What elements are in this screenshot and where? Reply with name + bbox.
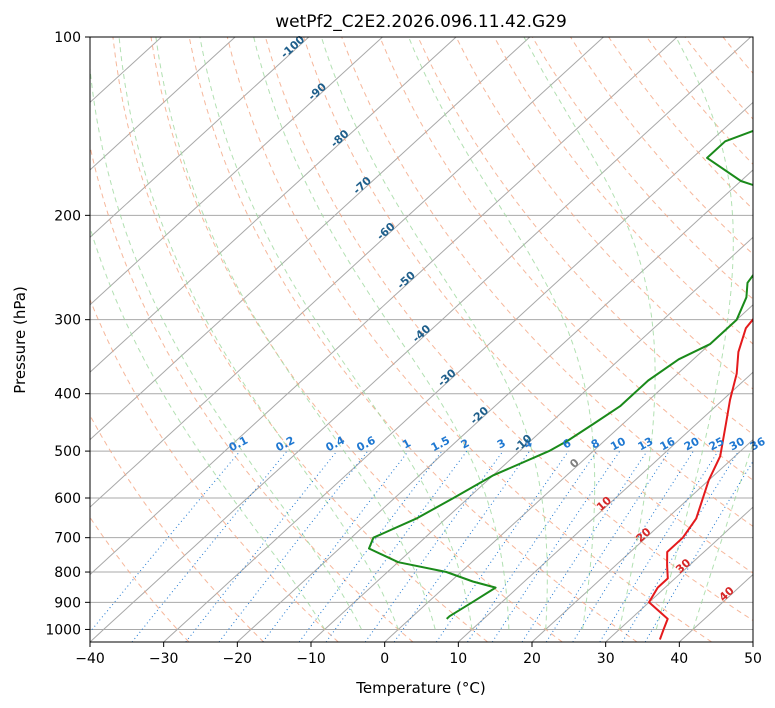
dry-adiabat-line xyxy=(493,37,753,345)
mixing-ratio-label: 10 xyxy=(608,435,628,454)
x-tick-label: 10 xyxy=(449,651,467,667)
x-tick-label: 30 xyxy=(597,651,615,667)
y-tick-label: 900 xyxy=(54,595,81,611)
isotherm-line xyxy=(90,37,457,373)
isotherm-line xyxy=(752,641,753,642)
moist-adiabat-line xyxy=(90,225,326,630)
dry-adiabat-line xyxy=(90,414,264,642)
mixing-ratio-line xyxy=(545,450,670,642)
y-tick-label: 100 xyxy=(54,30,81,46)
moist-adiabat-line xyxy=(199,37,473,630)
mixing-ratio-label: 30 xyxy=(727,435,747,454)
mixing-ratio-line xyxy=(131,450,288,642)
dewpoint-line xyxy=(368,129,753,620)
y-tick-label: 400 xyxy=(54,387,81,403)
temperature-line xyxy=(648,317,753,640)
isotherm-line xyxy=(90,37,383,306)
series-layer xyxy=(368,129,753,640)
mixing-ratio-line xyxy=(467,450,598,642)
dry-adiabat-line xyxy=(90,516,190,642)
dry-adiabat-line xyxy=(264,37,753,622)
isotherm-line xyxy=(90,37,604,508)
mixing-ratio-line xyxy=(521,450,648,642)
x-tick-label: 0 xyxy=(380,651,389,667)
isotherm-line xyxy=(90,37,678,576)
dry-adiabat-line xyxy=(90,143,414,642)
moist-adiabat-line xyxy=(408,37,596,630)
mixing-ratio-line xyxy=(491,450,621,642)
dry-adiabat-line xyxy=(455,37,753,390)
isotherm-line xyxy=(678,573,753,642)
isotherm-line xyxy=(457,371,753,642)
mixing-ratio-label: 20 xyxy=(682,435,702,454)
dry-adiabat-line xyxy=(188,37,638,642)
mixing-ratio-line xyxy=(364,450,504,642)
mixing-ratio-line xyxy=(393,450,531,642)
y-tick-label: 600 xyxy=(54,491,81,507)
chart-title: wetPf2_C2E2.2026.096.11.42.G29 xyxy=(275,12,567,32)
mixing-ratio-line xyxy=(325,450,468,642)
moist-adiabat-line xyxy=(155,37,436,630)
x-tick-label: 50 xyxy=(744,651,762,667)
x-tick-label: −20 xyxy=(223,651,253,667)
moist-adiabat-line xyxy=(118,37,399,630)
mixing-ratio-line xyxy=(298,450,443,642)
x-tick-label: −30 xyxy=(149,651,179,667)
x-tick-label: 20 xyxy=(523,651,541,667)
dry-adiabat-line xyxy=(90,298,339,642)
y-tick-label: 500 xyxy=(54,444,81,460)
y-tick-label: 800 xyxy=(54,565,81,581)
moist-adiabat-line xyxy=(90,63,362,630)
x-axis-title: Temperature (°C) xyxy=(355,679,485,697)
x-tick-label: 40 xyxy=(670,651,688,667)
dry-adiabat-line xyxy=(303,37,753,574)
isotherm-line xyxy=(236,169,753,642)
x-tick-label: −40 xyxy=(75,651,105,667)
isotherm-line xyxy=(531,438,753,642)
moist-adiabat-line xyxy=(523,37,656,630)
mixing-ratio-label: 13 xyxy=(636,435,656,454)
y-tick-label: 200 xyxy=(54,208,81,224)
isotherm-line xyxy=(163,101,753,642)
dry-adiabat-line xyxy=(417,37,753,436)
y-tick-label: 300 xyxy=(54,313,81,329)
plot-frame xyxy=(89,36,754,643)
dry-adiabat-line xyxy=(112,37,488,642)
dry-adiabat-line xyxy=(341,37,753,528)
isotherm-line xyxy=(384,304,753,642)
axis-layer: −40 −30 −20 −10 0 10 20 30 40 50 100 200 300 400 500 60… xyxy=(45,30,762,667)
mixing-ratio-line xyxy=(621,450,740,642)
mixing-ratio-label: 16 xyxy=(658,435,678,454)
moist-adiabat-line xyxy=(320,37,548,630)
isotherm-line xyxy=(90,37,531,441)
grid-layer xyxy=(90,37,753,642)
y-axis-title: Pressure (hPa) xyxy=(11,286,29,394)
y-tick-label: 1000 xyxy=(45,622,81,638)
x-tick-label: −10 xyxy=(296,651,326,667)
mixing-ratio-line xyxy=(435,450,569,642)
y-tick-label: 700 xyxy=(54,531,81,547)
moist-adiabat-line xyxy=(253,37,510,630)
mixing-ratio-label: 25 xyxy=(707,435,727,454)
dry-adiabat-line xyxy=(150,37,563,642)
